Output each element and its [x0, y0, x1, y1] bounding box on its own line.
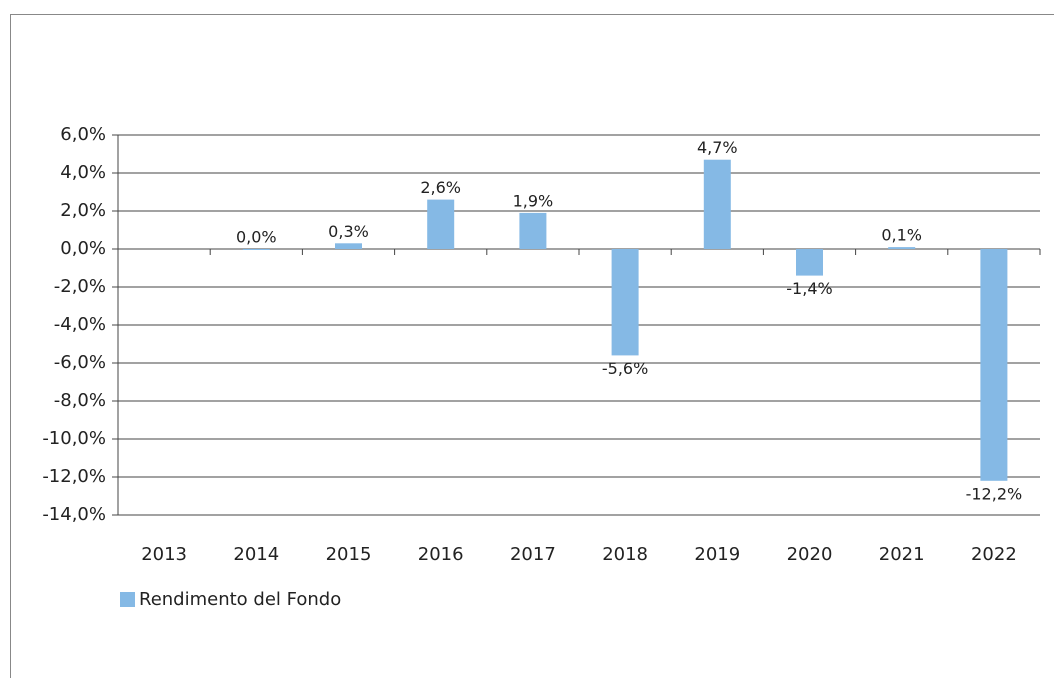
y-tick-label: -2,0%	[54, 276, 106, 297]
y-tick-label: 2,0%	[60, 200, 106, 221]
x-tick-label: 2022	[971, 544, 1017, 565]
y-tick-label: -12,0%	[42, 466, 106, 487]
y-tick-label: 0,0%	[60, 238, 106, 259]
legend-label: Rendimento del Fondo	[139, 589, 341, 610]
y-tick-label: -4,0%	[54, 314, 106, 335]
bar	[519, 212, 547, 249]
value-label: 4,7%	[697, 138, 738, 157]
value-label: -1,4%	[786, 279, 832, 298]
x-tick-label: 2014	[233, 544, 279, 565]
bar	[242, 249, 270, 250]
x-tick-label: 2020	[787, 544, 833, 565]
x-tick-label: 2019	[694, 544, 740, 565]
x-tick-label: 2021	[879, 544, 925, 565]
bar	[611, 249, 639, 356]
value-label: 1,9%	[513, 191, 554, 210]
x-tick-label: 2015	[326, 544, 372, 565]
bar	[703, 159, 731, 249]
y-tick-label: -10,0%	[42, 428, 106, 449]
y-tick-label: 4,0%	[60, 162, 106, 183]
y-tick-label: -8,0%	[54, 390, 106, 411]
bar	[980, 249, 1008, 481]
x-tick-label: 2016	[418, 544, 464, 565]
value-label: -5,6%	[602, 359, 648, 378]
value-label: 2,6%	[420, 178, 461, 197]
x-tick-label: 2013	[141, 544, 187, 565]
value-label: 0,1%	[881, 226, 922, 245]
bar	[427, 199, 455, 249]
y-tick-label: 6,0%	[60, 124, 106, 145]
value-label: 0,3%	[328, 222, 369, 241]
value-label: -12,2%	[966, 484, 1023, 503]
y-tick-label: -6,0%	[54, 352, 106, 373]
value-label: 0,0%	[236, 228, 277, 247]
y-tick-label: -14,0%	[42, 504, 106, 525]
bar	[888, 247, 916, 249]
x-tick-label: 2018	[602, 544, 648, 565]
bar	[335, 243, 362, 249]
bar	[796, 249, 823, 276]
frame	[10, 14, 1054, 678]
legend-swatch	[120, 592, 135, 607]
x-tick-label: 2017	[510, 544, 556, 565]
